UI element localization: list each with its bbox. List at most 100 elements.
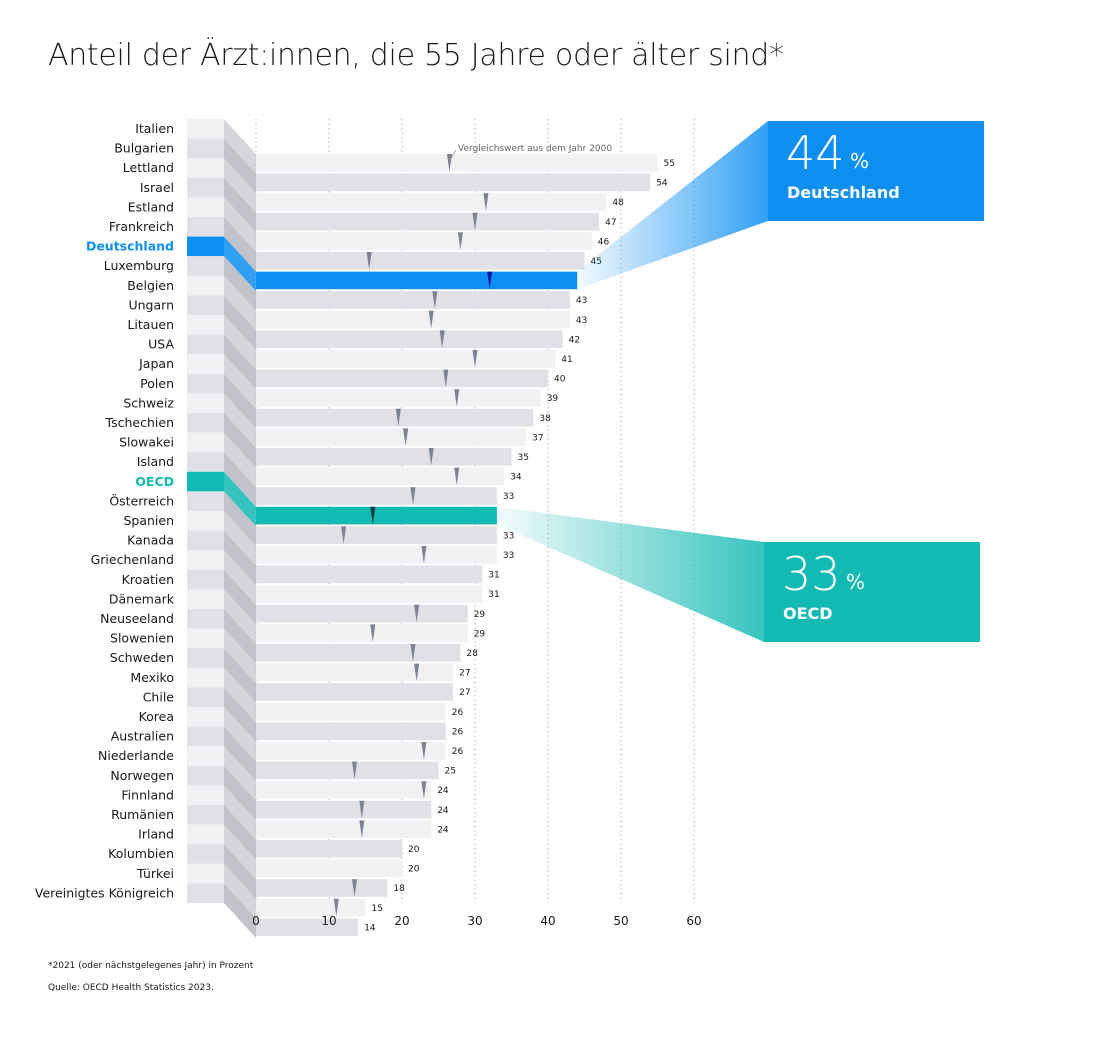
- country-label: Japan: [138, 356, 174, 371]
- side-stripe: [224, 158, 256, 213]
- value-label: 27: [459, 688, 470, 698]
- bar: [256, 663, 454, 682]
- back-stripe: [187, 413, 224, 433]
- back-stripe: [187, 393, 224, 413]
- side-stripe: [224, 765, 256, 821]
- value-label: 14: [364, 923, 376, 933]
- comparison-marker: [432, 291, 438, 309]
- country-label: Australien: [111, 729, 174, 744]
- comparison-marker: [352, 761, 358, 780]
- side-stripe: [224, 432, 256, 488]
- side-stripe: [224, 452, 256, 507]
- comparison-marker: [403, 428, 409, 446]
- side-stripe: [224, 589, 256, 644]
- value-label: 55: [664, 159, 675, 169]
- value-label: 39: [547, 394, 559, 404]
- country-label: Slowenien: [110, 631, 174, 646]
- value-label: 20: [408, 845, 420, 855]
- country-label: Ungarn: [128, 297, 174, 312]
- source-note: Quelle: OECD Health Statistics 2023.: [48, 983, 214, 993]
- side-stripe: [224, 805, 256, 860]
- back-stripe: [187, 883, 224, 903]
- back-stripe: [187, 295, 224, 315]
- back-stripe: [187, 275, 224, 296]
- callout-box: [764, 542, 980, 642]
- back-stripe: [187, 824, 224, 845]
- x-tick-label: 20: [394, 914, 409, 928]
- bar: [256, 271, 578, 290]
- bar: [256, 585, 483, 603]
- footnote: *2021 (oder nächstgelegenes Jahr) in Pro…: [48, 961, 254, 971]
- bar: [256, 369, 548, 388]
- bar: [256, 683, 454, 701]
- side-stripe: [224, 471, 256, 527]
- side-stripe: [224, 785, 256, 840]
- side-stripe: [224, 491, 256, 546]
- bar: [256, 604, 468, 623]
- comparison-marker: [395, 408, 401, 427]
- back-stripe: [187, 707, 224, 727]
- comparison-annotation: Vergleichswert aus dem Jahr 2000: [458, 144, 612, 154]
- bar: [256, 526, 497, 544]
- side-stripe: [224, 726, 256, 782]
- country-label: Deutschland: [86, 239, 174, 254]
- bar: [256, 193, 607, 211]
- callouts: 44 % Deutschland 33 % OECD: [496, 121, 984, 642]
- country-label: Schweden: [110, 650, 174, 665]
- comparison-marker: [472, 212, 478, 231]
- value-label: 26: [452, 747, 464, 757]
- value-label: 28: [466, 649, 478, 659]
- country-label: Israel: [140, 180, 174, 195]
- country-label: Finnland: [121, 787, 174, 802]
- value-label: 24: [437, 825, 449, 835]
- side-stripe: [224, 138, 256, 194]
- comparison-marker: [333, 898, 339, 917]
- callout-value: 33: [782, 547, 841, 601]
- value-label: 15: [372, 904, 383, 914]
- bar: [256, 742, 446, 760]
- side-stripe: [224, 393, 256, 448]
- bar: [256, 350, 556, 368]
- country-label: Slowakei: [119, 435, 174, 450]
- comparison-marker: [443, 369, 449, 388]
- comparison-marker: [370, 506, 376, 525]
- value-label: 33: [503, 551, 514, 561]
- country-label: Neuseeland: [100, 611, 174, 626]
- bar: [256, 467, 505, 486]
- side-stripe: [224, 334, 256, 390]
- comparison-marker: [414, 604, 420, 623]
- value-label: 34: [510, 473, 522, 483]
- x-tick-label: 30: [467, 914, 482, 928]
- callout-unit: %: [850, 149, 869, 173]
- back-stripe: [187, 785, 224, 805]
- comparison-marker: [454, 467, 460, 486]
- bars: [256, 154, 658, 936]
- back-stripe: [187, 746, 224, 766]
- bar: [256, 624, 468, 642]
- comparison-marker: [410, 487, 416, 505]
- comparison-marker: [439, 330, 445, 348]
- back-stripe: [187, 197, 224, 217]
- back-stripe: [187, 373, 224, 394]
- back-stripe: [187, 569, 224, 590]
- side-stripe: [224, 746, 256, 801]
- country-label: Rumänien: [111, 807, 174, 822]
- bar: [256, 859, 402, 878]
- side-stripe: [224, 236, 256, 292]
- value-label: 37: [532, 433, 543, 443]
- value-label: 42: [569, 335, 580, 345]
- value-label: 29: [474, 610, 486, 620]
- back-stripe: [187, 550, 224, 570]
- side-stripe: [224, 275, 256, 331]
- side-stripe: [224, 667, 256, 723]
- back-stripe: [187, 177, 224, 198]
- country-label: Chile: [143, 689, 175, 704]
- bar: [256, 820, 432, 838]
- side-stripe: [224, 609, 256, 664]
- value-label: 54: [656, 179, 668, 189]
- bar: [256, 173, 651, 192]
- back-stripe: [187, 236, 224, 257]
- value-label: 40: [554, 375, 566, 385]
- comparison-marker: [487, 271, 493, 290]
